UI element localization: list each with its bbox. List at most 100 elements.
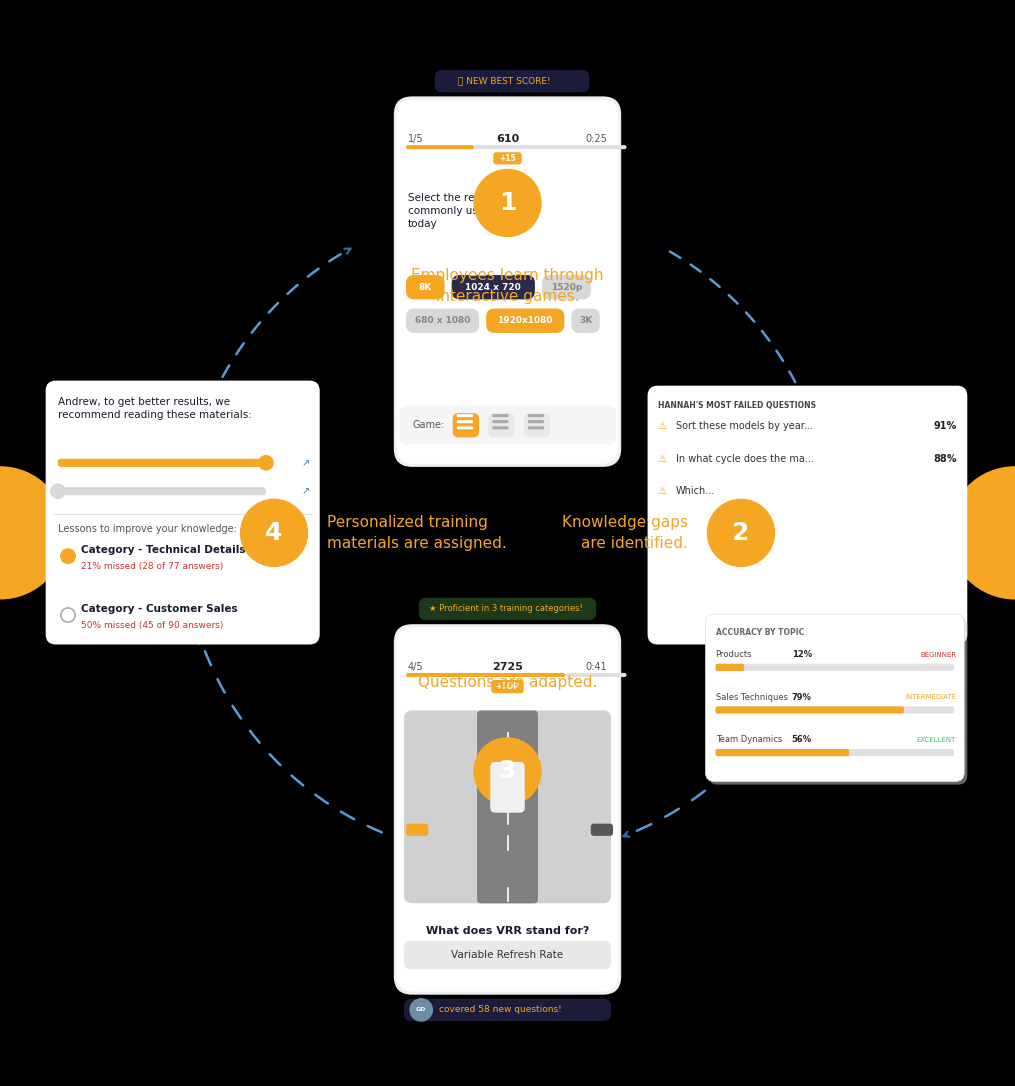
Text: 680 x 1080: 680 x 1080: [415, 316, 470, 325]
Text: GD: GD: [416, 1008, 426, 1012]
FancyBboxPatch shape: [492, 427, 509, 429]
Text: 3: 3: [498, 759, 517, 783]
Text: 0:25: 0:25: [585, 134, 607, 144]
Text: Personalized training
materials are assigned.: Personalized training materials are assi…: [327, 515, 506, 551]
Text: 50% missed (45 of 90 answers): 50% missed (45 of 90 answers): [81, 621, 223, 630]
FancyBboxPatch shape: [528, 420, 544, 424]
FancyBboxPatch shape: [524, 413, 550, 438]
Text: 4/5: 4/5: [408, 661, 423, 672]
Text: 1920x1080: 1920x1080: [497, 316, 553, 325]
FancyBboxPatch shape: [404, 940, 611, 970]
FancyBboxPatch shape: [528, 427, 544, 429]
FancyBboxPatch shape: [716, 664, 954, 671]
Text: Knowledge gaps
are identified.: Knowledge gaps are identified.: [562, 515, 688, 551]
Text: Select the resolutions
commonly used in TVs
today: Select the resolutions commonly used in …: [408, 193, 526, 229]
FancyBboxPatch shape: [419, 597, 596, 620]
FancyBboxPatch shape: [488, 413, 515, 438]
Text: 1: 1: [498, 191, 517, 215]
Text: 1024 x 720: 1024 x 720: [466, 282, 521, 292]
Text: 88%: 88%: [934, 454, 957, 464]
FancyBboxPatch shape: [565, 673, 626, 677]
Text: Questions are adapted.: Questions are adapted.: [418, 674, 597, 690]
Text: ↗: ↗: [301, 458, 310, 468]
FancyBboxPatch shape: [394, 97, 621, 467]
Text: 👑 NEW BEST SCORE!: 👑 NEW BEST SCORE!: [458, 77, 550, 86]
Circle shape: [410, 999, 432, 1021]
Text: INTERMEDIATE: INTERMEDIATE: [905, 694, 956, 700]
Text: ↗: ↗: [301, 487, 310, 496]
Text: What does VRR stand for?: What does VRR stand for?: [426, 925, 589, 936]
Text: Andrew, to get better results, we
recommend reading these materials:: Andrew, to get better results, we recomm…: [58, 396, 252, 420]
FancyBboxPatch shape: [474, 146, 626, 149]
Text: +TOP: +TOP: [495, 682, 520, 691]
Text: ★ Proficient in 3 training categories!: ★ Proficient in 3 training categories!: [429, 605, 583, 614]
Text: ACCURACY BY TOPIC: ACCURACY BY TOPIC: [716, 629, 804, 637]
FancyBboxPatch shape: [453, 413, 479, 438]
Circle shape: [474, 169, 541, 237]
FancyBboxPatch shape: [406, 146, 474, 149]
Text: 56%: 56%: [792, 735, 812, 744]
Text: 3K: 3K: [579, 316, 593, 325]
FancyBboxPatch shape: [491, 680, 524, 693]
FancyBboxPatch shape: [404, 999, 611, 1021]
FancyBboxPatch shape: [490, 762, 525, 812]
Circle shape: [61, 550, 75, 564]
FancyBboxPatch shape: [404, 710, 611, 904]
Text: 79%: 79%: [792, 693, 812, 702]
Circle shape: [0, 467, 66, 598]
FancyBboxPatch shape: [708, 617, 967, 784]
FancyBboxPatch shape: [406, 275, 445, 300]
FancyBboxPatch shape: [406, 308, 479, 333]
FancyBboxPatch shape: [477, 710, 538, 904]
FancyBboxPatch shape: [452, 275, 535, 300]
FancyBboxPatch shape: [399, 406, 616, 444]
FancyBboxPatch shape: [542, 275, 591, 300]
Circle shape: [949, 467, 1015, 598]
FancyBboxPatch shape: [46, 380, 320, 644]
FancyBboxPatch shape: [492, 420, 509, 424]
FancyBboxPatch shape: [457, 420, 473, 424]
FancyBboxPatch shape: [434, 70, 590, 92]
Text: 2: 2: [732, 521, 750, 545]
Text: Products: Products: [716, 651, 752, 659]
Text: ⚠: ⚠: [658, 454, 667, 464]
Circle shape: [411, 710, 604, 904]
Text: Employees learn through
interactive games.: Employees learn through interactive game…: [411, 268, 604, 304]
Text: ⚠: ⚠: [658, 421, 667, 431]
FancyBboxPatch shape: [716, 706, 904, 714]
Text: 4: 4: [265, 521, 283, 545]
Text: Which...: Which...: [676, 487, 716, 496]
FancyBboxPatch shape: [406, 823, 428, 836]
Circle shape: [707, 500, 774, 566]
FancyBboxPatch shape: [457, 427, 473, 429]
Text: Game:: Game:: [412, 420, 445, 430]
Text: 91%: 91%: [934, 421, 957, 431]
Text: covered 58 new questions!: covered 58 new questions!: [439, 1006, 562, 1014]
FancyBboxPatch shape: [716, 749, 850, 756]
FancyBboxPatch shape: [493, 152, 522, 164]
Text: Category - Customer Sales: Category - Customer Sales: [81, 604, 238, 614]
FancyBboxPatch shape: [528, 414, 544, 417]
Text: ⚠: ⚠: [658, 487, 667, 496]
Text: 12%: 12%: [792, 651, 812, 659]
FancyBboxPatch shape: [716, 706, 954, 714]
FancyBboxPatch shape: [571, 308, 600, 333]
FancyBboxPatch shape: [397, 628, 618, 992]
Circle shape: [241, 500, 308, 566]
Text: 21% missed (28 of 77 answers): 21% missed (28 of 77 answers): [81, 561, 223, 571]
FancyBboxPatch shape: [591, 823, 613, 836]
Text: 8K: 8K: [418, 282, 432, 292]
Text: 2725: 2725: [492, 661, 523, 672]
FancyBboxPatch shape: [716, 749, 954, 756]
FancyBboxPatch shape: [58, 458, 266, 467]
FancyBboxPatch shape: [486, 308, 564, 333]
Text: Category - Technical Details: Category - Technical Details: [81, 545, 246, 555]
Text: In what cycle does the ma...: In what cycle does the ma...: [676, 454, 814, 464]
Circle shape: [51, 484, 65, 498]
Text: HANNAH'S MOST FAILED QUESTIONS: HANNAH'S MOST FAILED QUESTIONS: [658, 401, 816, 409]
FancyBboxPatch shape: [394, 624, 621, 995]
FancyBboxPatch shape: [406, 673, 565, 677]
Text: Variable Refresh Rate: Variable Refresh Rate: [452, 950, 563, 960]
Circle shape: [259, 456, 273, 470]
Text: +15: +15: [499, 154, 516, 163]
